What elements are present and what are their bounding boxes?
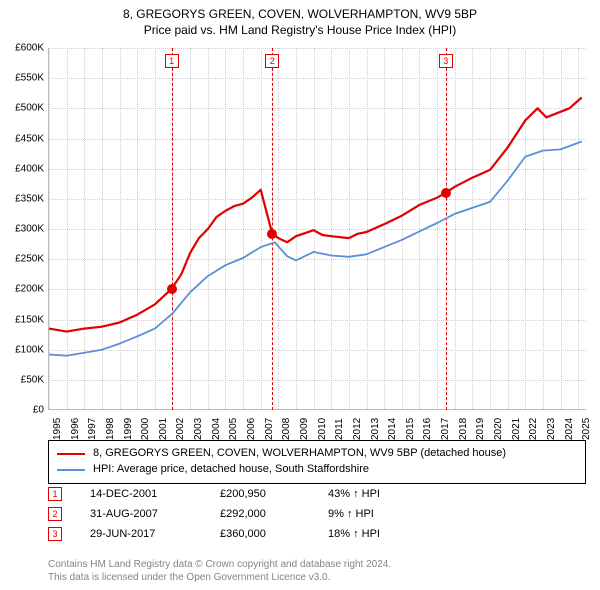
x-tick-label: 2004 <box>211 418 222 440</box>
marker-number-box: 2 <box>48 507 62 521</box>
marker-price: £292,000 <box>220 508 328 520</box>
x-tick-label: 2025 <box>581 418 592 440</box>
y-tick-label: £350K <box>15 193 44 204</box>
marker-date: 31-AUG-2007 <box>90 508 220 520</box>
title-line-1: 8, GREGORYS GREEN, COVEN, WOLVERHAMPTON,… <box>0 6 600 22</box>
x-tick-label: 2012 <box>352 418 363 440</box>
footnote-line-2: This data is licensed under the Open Gov… <box>48 571 391 584</box>
x-tick-label: 2017 <box>440 418 451 440</box>
series-line-hpi <box>49 142 582 356</box>
y-tick-label: £600K <box>15 43 44 54</box>
series-line-property <box>49 98 582 332</box>
x-tick-label: 2014 <box>387 418 398 440</box>
y-tick-label: £200K <box>15 284 44 295</box>
y-tick-label: £300K <box>15 224 44 235</box>
chart-area: 123 <box>48 48 586 410</box>
x-tick-label: 2015 <box>405 418 416 440</box>
legend-label: HPI: Average price, detached house, Sout… <box>93 462 369 478</box>
x-tick-label: 2019 <box>475 418 486 440</box>
x-tick-label: 2008 <box>281 418 292 440</box>
x-tick-label: 2003 <box>193 418 204 440</box>
y-tick-label: £500K <box>15 103 44 114</box>
legend-row: 8, GREGORYS GREEN, COVEN, WOLVERHAMPTON,… <box>57 446 577 462</box>
title-block: 8, GREGORYS GREEN, COVEN, WOLVERHAMPTON,… <box>0 0 600 38</box>
x-tick-label: 2011 <box>334 418 345 440</box>
marker-date: 29-JUN-2017 <box>90 528 220 540</box>
x-tick-label: 1998 <box>105 418 116 440</box>
marker-price: £360,000 <box>220 528 328 540</box>
marker-number-box: 3 <box>48 527 62 541</box>
x-tick-label: 2013 <box>370 418 381 440</box>
marker-date: 14-DEC-2001 <box>90 488 220 500</box>
marker-dot <box>267 229 277 239</box>
marker-price: £200,950 <box>220 488 328 500</box>
legend-row: HPI: Average price, detached house, Sout… <box>57 462 577 478</box>
x-tick-label: 1999 <box>123 418 134 440</box>
marker-number-box: 1 <box>48 487 62 501</box>
y-tick-label: £100K <box>15 344 44 355</box>
legend-swatch <box>57 469 85 471</box>
marker-pct: 9% ↑ HPI <box>328 508 374 520</box>
chart-svg <box>49 48 586 409</box>
x-tick-label: 2005 <box>228 418 239 440</box>
x-tick-label: 2016 <box>422 418 433 440</box>
x-tick-label: 2020 <box>493 418 504 440</box>
x-tick-label: 2007 <box>264 418 275 440</box>
x-tick-label: 2000 <box>140 418 151 440</box>
x-tick-label: 1997 <box>87 418 98 440</box>
x-tick-label: 2001 <box>158 418 169 440</box>
y-tick-label: £150K <box>15 314 44 325</box>
y-tick-label: £400K <box>15 163 44 174</box>
x-tick-label: 2009 <box>299 418 310 440</box>
x-tick-label: 2018 <box>458 418 469 440</box>
x-tick-label: 2002 <box>175 418 186 440</box>
x-tick-label: 2024 <box>564 418 575 440</box>
marker-table-row: 1 14-DEC-2001£200,95043% ↑ HPI <box>48 484 380 504</box>
footnote: Contains HM Land Registry data © Crown c… <box>48 558 391 584</box>
title-line-2: Price paid vs. HM Land Registry's House … <box>0 22 600 38</box>
chart-container: 8, GREGORYS GREEN, COVEN, WOLVERHAMPTON,… <box>0 0 600 590</box>
y-tick-label: £250K <box>15 254 44 265</box>
y-tick-label: £50K <box>21 374 44 385</box>
legend-swatch <box>57 453 85 455</box>
y-tick-label: £550K <box>15 73 44 84</box>
legend: 8, GREGORYS GREEN, COVEN, WOLVERHAMPTON,… <box>48 440 586 484</box>
x-tick-label: 2023 <box>546 418 557 440</box>
y-tick-label: £450K <box>15 133 44 144</box>
marker-pct: 18% ↑ HPI <box>328 528 380 540</box>
x-tick-label: 1996 <box>70 418 81 440</box>
x-tick-label: 2022 <box>528 418 539 440</box>
marker-table: 1 14-DEC-2001£200,95043% ↑ HPI 2 31-AUG-200… <box>48 484 380 544</box>
marker-dot <box>167 284 177 294</box>
marker-pct: 43% ↑ HPI <box>328 488 380 500</box>
x-tick-label: 2006 <box>246 418 257 440</box>
marker-table-row: 3 29-JUN-2017£360,00018% ↑ HPI <box>48 524 380 544</box>
x-tick-label: 2021 <box>511 418 522 440</box>
marker-dot <box>441 188 451 198</box>
legend-label: 8, GREGORYS GREEN, COVEN, WOLVERHAMPTON,… <box>93 446 506 462</box>
x-tick-label: 2010 <box>317 418 328 440</box>
footnote-line-1: Contains HM Land Registry data © Crown c… <box>48 558 391 571</box>
marker-table-row: 2 31-AUG-2007£292,0009% ↑ HPI <box>48 504 380 524</box>
y-tick-label: £0 <box>33 405 44 416</box>
x-tick-label: 1995 <box>52 418 63 440</box>
